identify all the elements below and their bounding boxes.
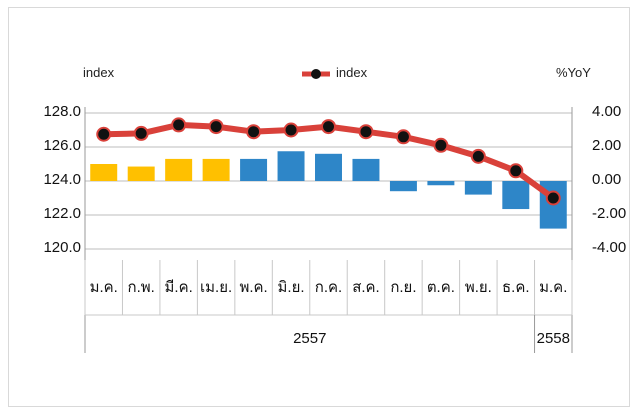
left-tick-label: 126.0 <box>43 137 81 154</box>
legend-label: index <box>336 65 368 80</box>
category-label: ม.ค. <box>539 279 567 296</box>
bar <box>315 153 342 181</box>
category-label: มี.ค. <box>165 279 193 296</box>
left-tick-label: 124.0 <box>43 171 81 188</box>
index-point <box>246 124 262 140</box>
bar <box>202 158 230 181</box>
bar <box>90 164 118 181</box>
chart-frame <box>8 7 630 407</box>
left-tick-label: 122.0 <box>43 205 81 222</box>
bar <box>240 158 268 181</box>
legend: index <box>302 64 392 84</box>
index-point <box>508 163 524 179</box>
category-label: ก.พ. <box>128 279 155 296</box>
bar <box>502 181 530 210</box>
bar <box>389 181 417 192</box>
index-point <box>358 124 374 140</box>
bar <box>352 158 380 181</box>
category-label: ก.ค. <box>315 279 342 296</box>
category-label: ส.ค. <box>352 279 380 296</box>
left-tick-label: 128.0 <box>43 103 81 120</box>
category-label: ก.ย. <box>390 279 416 296</box>
right-axis-title: %YoY <box>556 65 591 80</box>
right-tick-label: -2.00 <box>592 205 627 222</box>
bar <box>427 181 455 186</box>
year-group-label: 2558 <box>537 330 570 347</box>
index-point <box>545 190 561 206</box>
right-tick-label: 0.00 <box>592 171 622 188</box>
category-label: ต.ค. <box>427 279 455 296</box>
category-label: ธ.ค. <box>502 279 530 296</box>
right-tick-label: -4.00 <box>592 239 627 256</box>
index-point <box>96 126 112 142</box>
bar <box>277 151 305 181</box>
category-label: มิ.ย. <box>278 279 305 296</box>
bar <box>127 166 155 181</box>
right-tick-label: 4.00 <box>592 103 622 120</box>
category-label: เม.ย. <box>200 279 232 296</box>
index-point <box>433 137 449 153</box>
right-tick-label: 2.00 <box>592 137 622 154</box>
left-tick-label: 120.0 <box>43 239 81 256</box>
legend-swatch <box>302 69 330 79</box>
category-label: พ.ย. <box>465 279 492 296</box>
left-axis-title: index <box>83 65 115 80</box>
index-point <box>133 125 149 141</box>
index-point <box>321 119 336 135</box>
index-point <box>208 119 224 135</box>
bar <box>464 181 492 195</box>
index-point <box>395 129 411 145</box>
category-label: ม.ค. <box>90 279 118 296</box>
bar <box>165 158 193 181</box>
index-point <box>283 122 299 138</box>
year-group-label: 2557 <box>293 330 326 347</box>
index-point <box>171 117 187 133</box>
index-point <box>470 148 486 164</box>
category-label: พ.ค. <box>239 279 267 296</box>
